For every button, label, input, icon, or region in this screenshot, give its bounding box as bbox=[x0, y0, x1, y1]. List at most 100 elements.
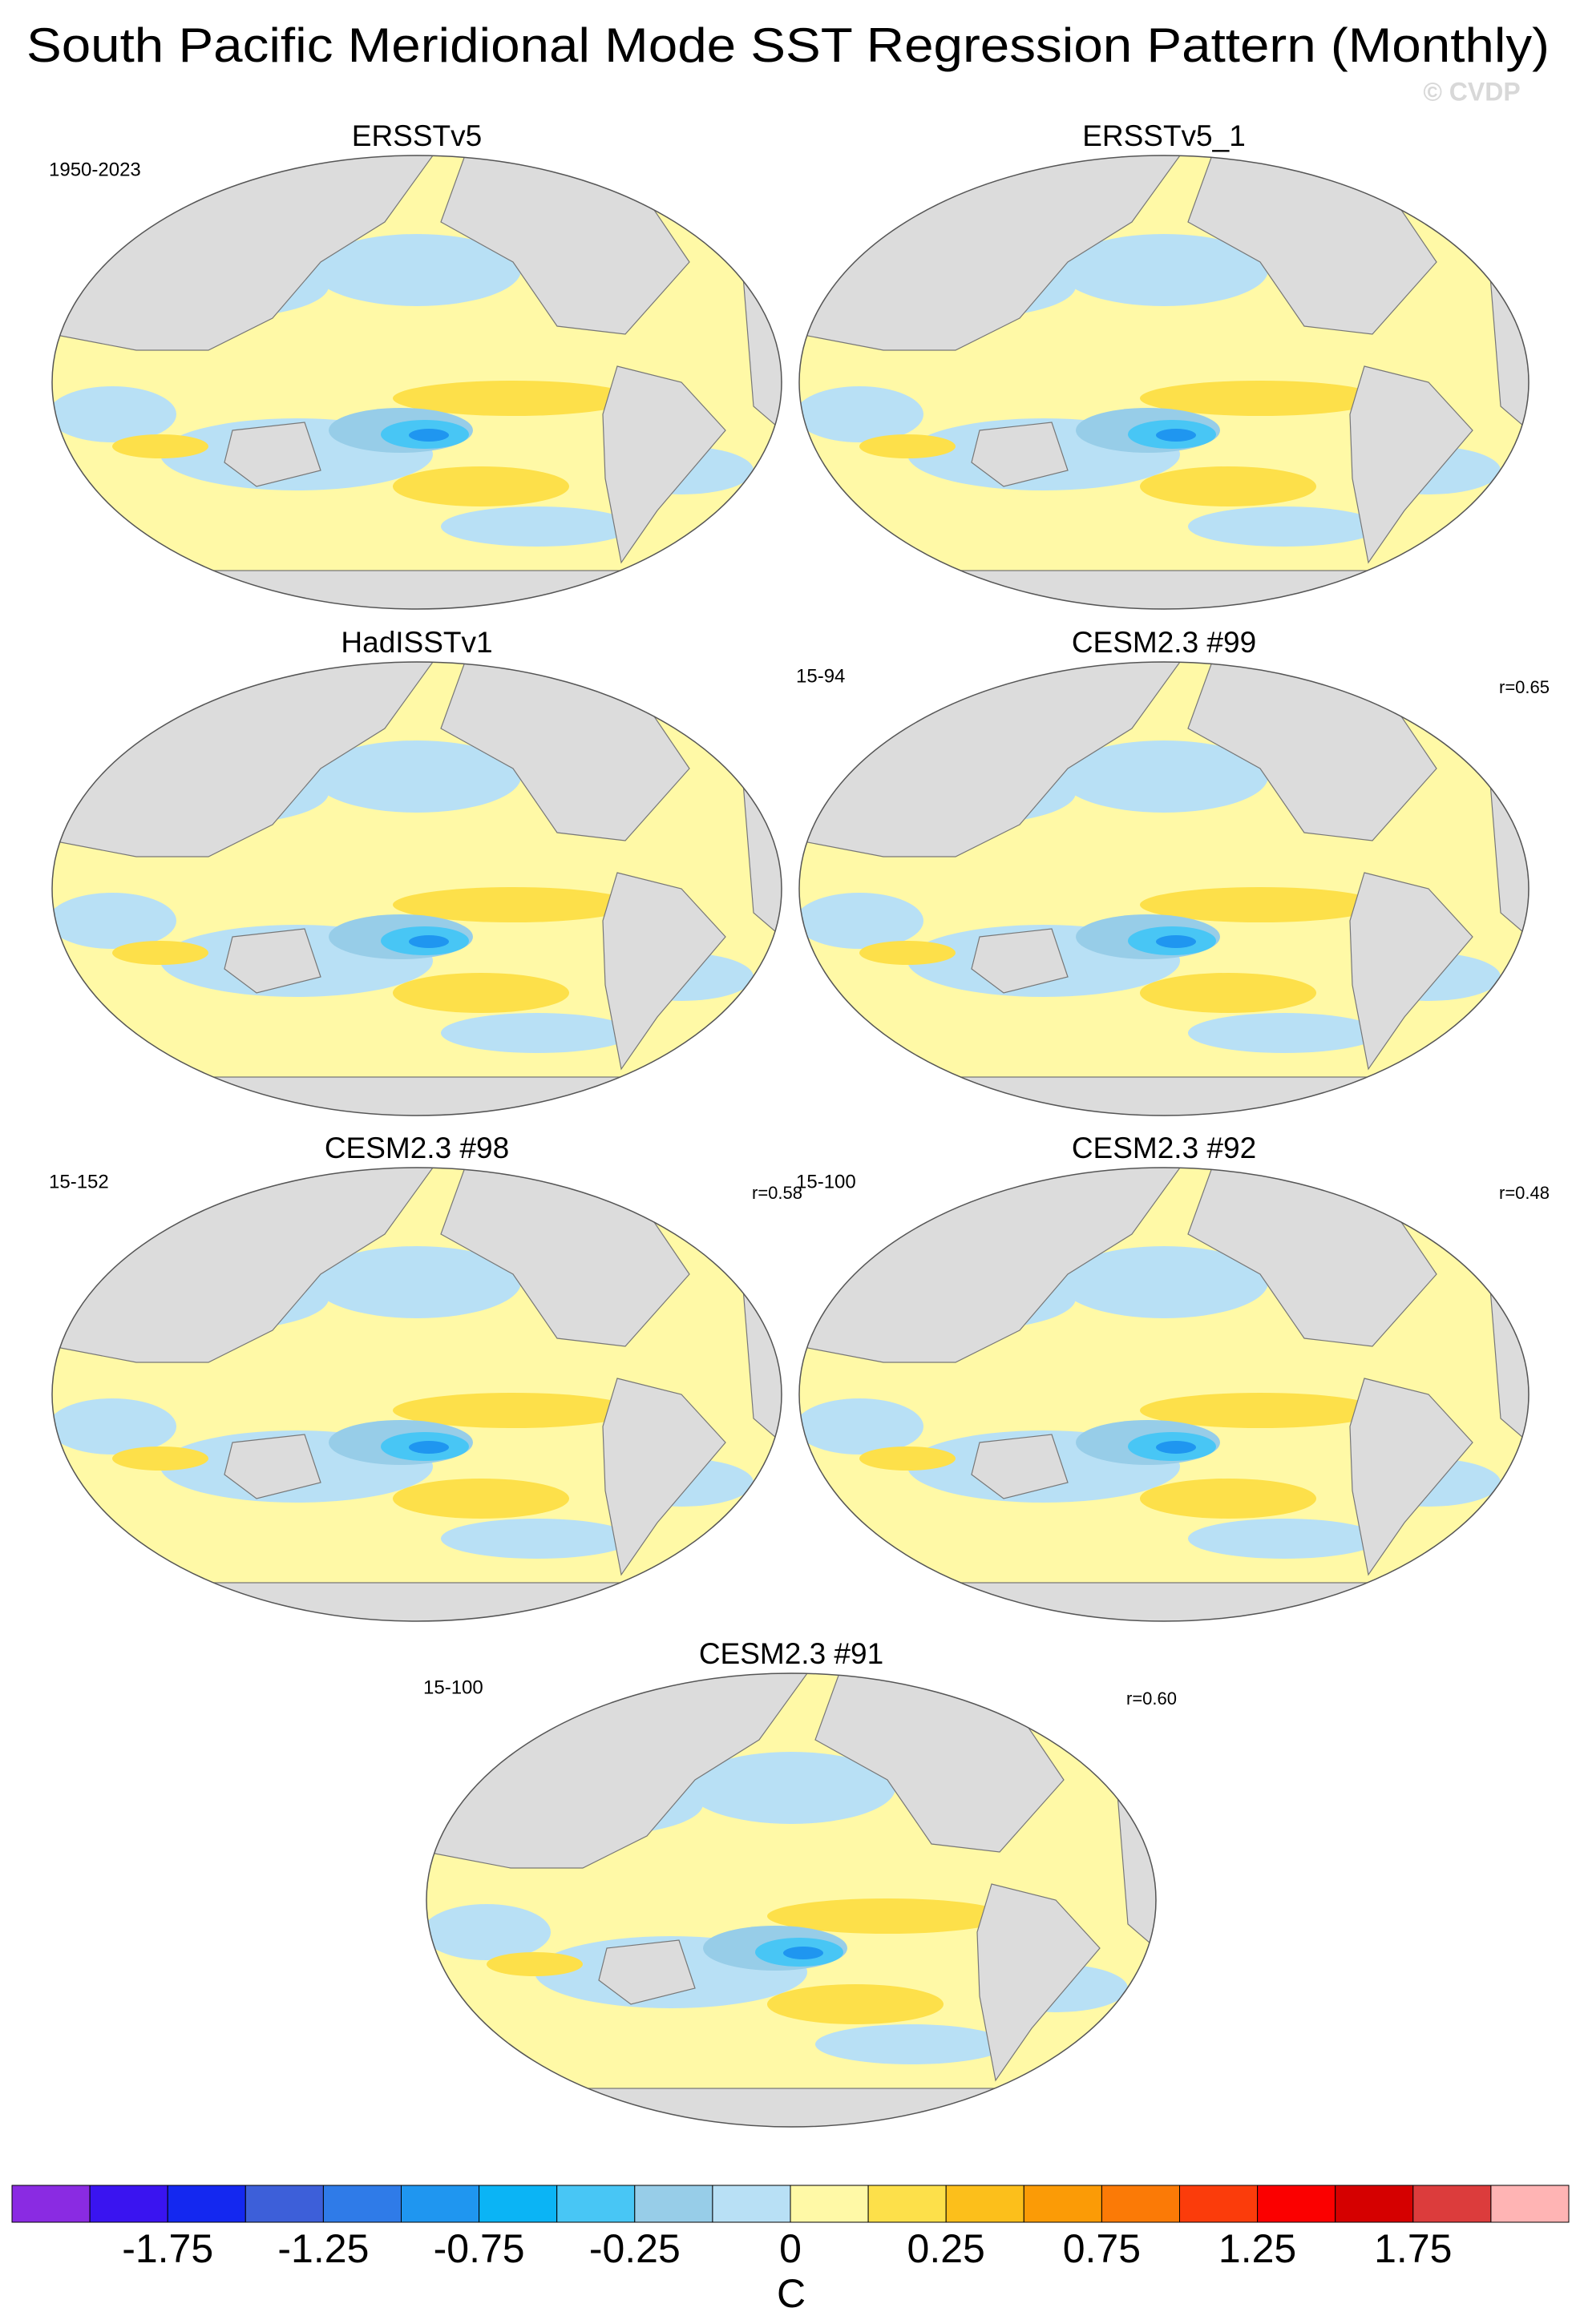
panel-title: CESM2.3 #92 bbox=[1072, 1132, 1256, 1164]
map-border bbox=[51, 1167, 782, 1622]
anomaly-region bbox=[1156, 935, 1196, 948]
map-panel bbox=[51, 1167, 782, 1622]
anomaly-region bbox=[1140, 381, 1380, 416]
map bbox=[52, 662, 782, 1116]
anomaly-region bbox=[1188, 1519, 1380, 1559]
anomaly-region bbox=[1188, 1013, 1380, 1053]
panel-right-label: r=0.60 bbox=[1126, 1689, 1177, 1709]
colorbar-box bbox=[479, 2185, 558, 2223]
land bbox=[1349, 1378, 1473, 1576]
anomaly-region bbox=[52, 893, 176, 949]
colorbar-tick-label: -0.75 bbox=[434, 2226, 525, 2271]
colorbar-box bbox=[712, 2185, 791, 2223]
colorbar-box bbox=[1179, 2185, 1259, 2223]
land bbox=[598, 1939, 696, 2005]
panel-title: CESM2.3 #91 bbox=[699, 1637, 883, 1670]
anomaly-region bbox=[313, 740, 521, 813]
land bbox=[224, 422, 321, 487]
map-panel bbox=[426, 1672, 1157, 2128]
map-border bbox=[426, 1672, 1157, 2128]
anomaly-region bbox=[393, 381, 633, 416]
panel-title: ERSSTv5_1 bbox=[1082, 119, 1246, 152]
land bbox=[602, 1378, 726, 1576]
anomaly-region bbox=[815, 2024, 1008, 2064]
panel-left-label: 1950-2023 bbox=[49, 159, 141, 180]
land bbox=[426, 2088, 1156, 2127]
land bbox=[1349, 872, 1473, 1071]
colorbar-tick-label: 0.25 bbox=[907, 2226, 985, 2271]
anomaly-region bbox=[393, 1479, 569, 1519]
land bbox=[602, 365, 726, 564]
anomaly-region bbox=[393, 887, 633, 922]
anomaly-region bbox=[1060, 740, 1268, 813]
map-panel bbox=[51, 155, 782, 610]
land bbox=[799, 1582, 1529, 1621]
anomaly-region bbox=[441, 506, 633, 547]
map bbox=[799, 662, 1529, 1116]
map bbox=[52, 1168, 782, 1621]
anomaly-region bbox=[409, 935, 449, 948]
anomaly-region bbox=[1140, 1393, 1380, 1428]
anomaly-region bbox=[783, 1947, 823, 1959]
map-border bbox=[798, 1167, 1530, 1622]
colorbar-box bbox=[1101, 2185, 1181, 2223]
colorbar-box bbox=[89, 2185, 168, 2223]
map-border bbox=[798, 661, 1530, 1116]
anomaly-region bbox=[767, 1898, 1008, 1934]
anomaly-region bbox=[799, 893, 923, 949]
anomaly-region bbox=[799, 1398, 923, 1455]
colorbar-box bbox=[244, 2185, 324, 2223]
anomaly-region bbox=[859, 1446, 956, 1471]
map-border bbox=[51, 661, 782, 1116]
colorbar-box bbox=[790, 2185, 869, 2223]
map-border bbox=[51, 155, 782, 610]
panel-right-label: r=0.48 bbox=[1499, 1183, 1550, 1203]
panel-right-label: r=0.65 bbox=[1499, 677, 1550, 697]
anomaly-region bbox=[1060, 234, 1268, 306]
anomaly-region bbox=[112, 941, 208, 965]
panel-left-label: 15-94 bbox=[796, 665, 845, 687]
anomaly-region bbox=[859, 941, 956, 965]
colorbar-box bbox=[1490, 2185, 1570, 2223]
anomaly-region bbox=[1188, 506, 1380, 547]
land bbox=[52, 570, 782, 609]
map bbox=[799, 155, 1529, 609]
land bbox=[976, 1883, 1101, 2082]
anomaly-region bbox=[487, 1952, 583, 1976]
colorbar-tick-label: -1.25 bbox=[277, 2226, 369, 2271]
panel-left-label: 15-152 bbox=[49, 1171, 109, 1192]
anomaly-region bbox=[767, 1984, 944, 2024]
map-panel bbox=[798, 1167, 1530, 1622]
colorbar-tick-label: 0.75 bbox=[1063, 2226, 1141, 2271]
panel-right-label: r=0.58 bbox=[752, 1183, 802, 1203]
land bbox=[799, 570, 1529, 609]
anomaly-region bbox=[441, 1013, 633, 1053]
anomaly-region bbox=[409, 1441, 449, 1454]
land bbox=[52, 1076, 782, 1116]
panel-left-label: 15-100 bbox=[796, 1171, 856, 1192]
colorbar-box bbox=[556, 2185, 636, 2223]
colorbar-tick-label: 1.75 bbox=[1374, 2226, 1452, 2271]
figure-title: South Pacific Meridional Mode SST Regres… bbox=[26, 18, 1550, 72]
colorbar-box bbox=[1023, 2185, 1102, 2223]
panel-left-label: 15-100 bbox=[423, 1676, 483, 1698]
anomaly-region bbox=[52, 386, 176, 442]
anomaly-region bbox=[112, 1446, 208, 1471]
map-panel bbox=[51, 661, 782, 1116]
land bbox=[224, 928, 321, 994]
colorbar-box bbox=[322, 2185, 402, 2223]
anomaly-region bbox=[441, 1519, 633, 1559]
colorbar-box bbox=[167, 2185, 246, 2223]
land bbox=[971, 422, 1069, 487]
anomaly-region bbox=[112, 434, 208, 458]
colorbar-box bbox=[401, 2185, 480, 2223]
panel-title: ERSSTv5 bbox=[352, 119, 482, 152]
map bbox=[426, 1673, 1156, 2127]
colorbar-tick-label: 1.25 bbox=[1218, 2226, 1296, 2271]
anomaly-region bbox=[313, 234, 521, 306]
anomaly-region bbox=[1156, 1441, 1196, 1454]
anomaly-region bbox=[426, 1904, 551, 1960]
anomaly-region bbox=[393, 973, 569, 1013]
anomaly-region bbox=[1140, 466, 1316, 506]
